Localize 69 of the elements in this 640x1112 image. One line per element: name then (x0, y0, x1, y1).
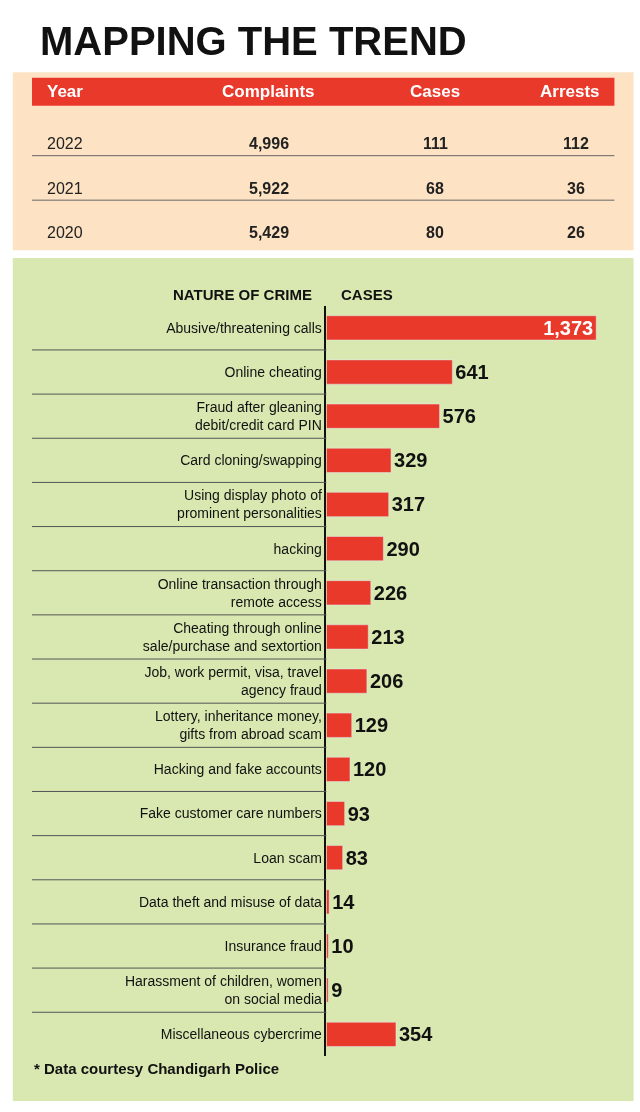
y-tick-label: Using display photo of prominent personalities (177, 487, 322, 522)
data-label: 641 (455, 361, 489, 384)
data-label: 14 (332, 890, 356, 913)
bar (326, 536, 384, 562)
data-label: 112 (563, 135, 589, 152)
data-label: 329 (394, 449, 428, 472)
bar (326, 315, 597, 341)
data-label: 5,922 (249, 180, 290, 197)
text: MAPPING THE TREND (40, 19, 467, 63)
y-axis-title: NATURE OF CRIME (173, 286, 312, 303)
text: Cases (410, 82, 461, 101)
y-tick-label: Hacking and fake accounts (153, 761, 322, 778)
data-label: 576 (442, 405, 476, 428)
bar (326, 712, 352, 738)
y-tick-label: Abusive/threatening calls (166, 319, 322, 336)
text: * Data courtesy Chandigarh Police (34, 1060, 280, 1077)
category-label: 2021 (47, 180, 83, 197)
y-tick-label: Data theft and misuse of data (138, 893, 323, 910)
category-label: 2020 (47, 224, 83, 241)
data-label: 120 (352, 758, 387, 781)
data-label: 36 (567, 180, 585, 197)
series-label: Complaints (222, 82, 315, 101)
bar (326, 801, 345, 826)
bar (326, 580, 372, 606)
data-label: 10 (331, 935, 354, 958)
text: Arrests (540, 82, 600, 101)
y-tick-label: Fake customer care numbers (139, 805, 322, 822)
y-tick-label: Insurance fraud (224, 937, 322, 954)
data-label: 206 (369, 670, 404, 693)
data-label: 4,996 (249, 135, 290, 152)
data-label: 354 (398, 1023, 434, 1046)
bar (326, 845, 343, 871)
y-tick-label: Online cheating (224, 363, 322, 380)
data-label: 80 (426, 224, 444, 241)
y-tick-label: Miscellaneous cybercrime (160, 1026, 323, 1043)
y-tick-label: Harassment of children, women on social media (124, 972, 323, 1008)
x-axis-title: CASES (341, 286, 393, 303)
category-label: 2022 (47, 135, 83, 152)
y-tick-label: Online transaction through remote access (157, 575, 322, 610)
y-tick-label: Fraud after gleaning debit/credit card PIN (195, 398, 322, 434)
bar (326, 359, 453, 385)
data-label: 93 (347, 802, 370, 825)
y-tick-label: Lottery, inheritance money, gifts from abroad scam (155, 708, 322, 743)
data-label: 213 (371, 625, 405, 648)
bar (326, 757, 351, 782)
text: Year (47, 82, 84, 101)
data-label: 68 (426, 180, 444, 197)
data-label: 226 (373, 581, 408, 604)
y-tick-label: Job, work permit, visa, travel agency fraud (144, 663, 322, 699)
bar (326, 624, 369, 650)
y-tick-label: Cheating through online sale/purchase and sextortion (142, 619, 323, 654)
bar (326, 668, 368, 694)
data-label: 317 (391, 493, 426, 516)
y-tick-label: Loan scam (253, 849, 322, 866)
data-label: 290 (386, 537, 420, 560)
data-label: 1,373 (543, 316, 594, 339)
bar (326, 889, 330, 915)
y-tick-label: Card cloning/swapping (180, 452, 322, 469)
data-label: 26 (567, 224, 585, 241)
data-label: 5,429 (249, 224, 290, 241)
bar (326, 447, 392, 473)
data-label: 9 (331, 979, 343, 1002)
data-label: 111 (423, 135, 449, 152)
data-label: 83 (345, 846, 368, 869)
bar (326, 1021, 397, 1047)
data-label: 129 (354, 714, 389, 737)
bar (326, 403, 440, 429)
bar (326, 492, 389, 517)
y-tick-label: hacking (273, 540, 322, 557)
